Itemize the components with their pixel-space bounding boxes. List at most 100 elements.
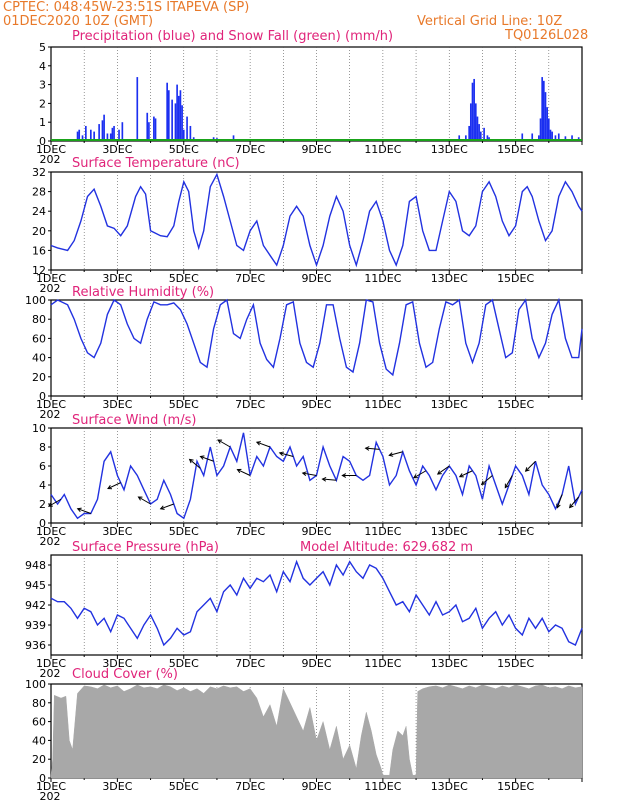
wind-arrow-head: [504, 483, 509, 489]
precip-bar: [186, 116, 188, 141]
wind-arrow: [189, 458, 201, 469]
x-tick-label: 15DEC: [497, 143, 534, 156]
wind-arrow-head: [301, 471, 307, 476]
x-tick-label: 9DEC: [301, 525, 331, 538]
x-tick-label: 11DEC: [364, 143, 401, 156]
x-tick-label: 3DEC: [102, 143, 132, 156]
x-tick-label: 1DEC: [36, 398, 66, 411]
precip-bar: [181, 105, 183, 141]
wind-title: Surface Wind (m/s): [72, 413, 196, 428]
y-tick-label: 0: [39, 390, 46, 403]
precip-bar: [98, 124, 100, 141]
y-tick-label: 5: [39, 41, 46, 54]
precip-bar: [167, 90, 170, 141]
precip-bar: [554, 135, 557, 141]
wind-arrow-head: [199, 455, 205, 460]
x-tick-label: 7DEC: [235, 657, 265, 670]
x-tick-label: 11DEC: [364, 525, 401, 538]
series-line: [50, 172, 583, 268]
wind-arrow-head: [236, 468, 242, 474]
x-tick-label: 3DEC: [102, 272, 132, 285]
x-tick-label: 3DEC: [102, 780, 132, 793]
y-tick-label: 945: [25, 579, 46, 592]
wind-arrow-head: [255, 441, 261, 446]
precip-bar: [103, 114, 105, 141]
pressure-title: Surface Pressure (hPa): [72, 540, 219, 555]
y-tick-label: 0: [39, 772, 46, 785]
x-tick-label: 3DEC: [102, 398, 132, 411]
y-tick-label: 40: [32, 734, 46, 747]
header-station: CPTEC: 048:45W-23:51S ITAPEVA (SP): [3, 0, 249, 15]
wind-arrow: [389, 451, 403, 456]
x-tick-label: 1DEC: [36, 143, 66, 156]
wind-arrow: [459, 470, 473, 478]
precip-title: Precipitation (blue) and Snow Fall (gree…: [72, 29, 393, 44]
y-tick-label: 0: [39, 135, 46, 148]
wind-arrow: [48, 498, 62, 507]
precip-bar: [546, 107, 548, 141]
wind-arrow: [525, 460, 536, 472]
x-tick-label: 5DEC: [169, 657, 199, 670]
wind-arrow: [504, 475, 513, 488]
x-tick-label: 9DEC: [301, 143, 331, 156]
y-tick-label: 16: [32, 244, 46, 257]
precip-bar: [469, 103, 472, 141]
y-tick-label: 100: [25, 294, 46, 307]
precip-bar: [177, 95, 180, 141]
x-tick-label: 15DEC: [497, 272, 534, 285]
x-tick-label: 3DEC: [102, 525, 132, 538]
wind-arrow: [138, 496, 151, 505]
x-tick-label: 1DEC: [36, 525, 66, 538]
wind-arrow: [322, 478, 337, 481]
precip-bar: [176, 84, 178, 141]
precip-bar: [549, 129, 552, 141]
y-tick-label: 28: [32, 186, 46, 199]
wind-arrow: [77, 508, 91, 514]
x-tick-label: 15DEC: [497, 780, 534, 793]
precip-bar: [483, 127, 485, 141]
y-tick-label: 939: [25, 619, 46, 632]
precip-bar: [76, 131, 79, 141]
precip-bar: [551, 131, 553, 141]
x-tick-label: 13DEC: [431, 143, 468, 156]
x-tick-label: 9DEC: [301, 272, 331, 285]
wind-arrow: [413, 470, 427, 479]
wind-arrow-head: [569, 503, 574, 509]
y-tick-label: 32: [32, 166, 46, 179]
x-tick-label: 15DEC: [497, 657, 534, 670]
wind-arrow: [279, 452, 294, 457]
year-label: 202: [40, 282, 61, 295]
x-tick-label: 9DEC: [301, 398, 331, 411]
y-tick-label: 3: [39, 79, 46, 92]
precip-bar: [146, 112, 149, 141]
x-tick-label: 5DEC: [169, 525, 199, 538]
wind-arrow-head: [436, 470, 442, 475]
precip-bar: [474, 103, 477, 141]
y-tick-label: 40: [32, 352, 46, 365]
wind-arrow: [302, 472, 317, 476]
precip-bar: [171, 99, 173, 141]
x-tick-label: 5DEC: [169, 398, 199, 411]
wind-arrow-head: [159, 505, 165, 510]
x-tick-label: 15DEC: [497, 525, 534, 538]
year-label: 202: [40, 535, 61, 548]
x-tick-label: 9DEC: [301, 780, 331, 793]
precip-bar: [174, 103, 177, 141]
precip-bar: [179, 90, 182, 141]
y-tick-label: 80: [32, 697, 46, 710]
cloud-title: Cloud Cover (%): [72, 667, 178, 682]
precip-bar: [148, 122, 150, 141]
wind-arrow: [556, 494, 563, 508]
wind-arrow: [481, 475, 493, 485]
x-tick-label: 7DEC: [235, 272, 265, 285]
precip-bar: [182, 129, 185, 141]
y-tick-label: 60: [32, 332, 46, 345]
precip-bar: [564, 136, 567, 141]
x-tick-label: 1DEC: [36, 780, 66, 793]
precip-bar: [101, 120, 104, 141]
wind-arrow: [256, 441, 271, 448]
y-tick-label: 936: [25, 639, 46, 652]
x-tick-label: 15DEC: [497, 398, 534, 411]
precip-bar: [93, 131, 95, 141]
precip-bar: [473, 78, 475, 141]
